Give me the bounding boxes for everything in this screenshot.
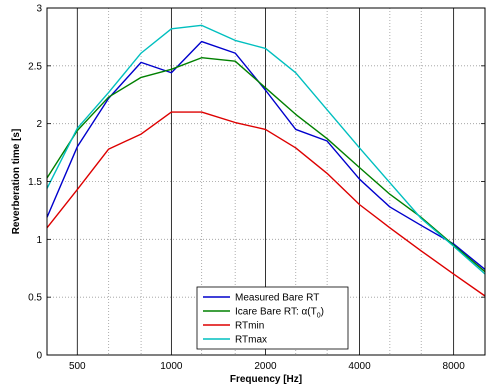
y-tick-label: 2.5 bbox=[28, 61, 42, 72]
y-tick-label: 1.5 bbox=[28, 177, 42, 188]
legend-label-3: RTmax bbox=[235, 335, 267, 346]
series-line-2 bbox=[46, 111, 486, 297]
x-tick-label: 4000 bbox=[348, 361, 371, 372]
y-tick-label: 1 bbox=[36, 235, 42, 246]
x-tick-label: 2000 bbox=[254, 361, 277, 372]
y-axis-label: Reverberation time [s] bbox=[11, 129, 22, 235]
legend-label-0: Measured Bare RT bbox=[235, 293, 319, 304]
x-tick-label: 500 bbox=[69, 361, 86, 372]
series-line-0 bbox=[46, 40, 486, 270]
legend-label-2: RTmin bbox=[235, 321, 264, 332]
series-lines bbox=[46, 24, 486, 297]
series-line-1 bbox=[46, 57, 486, 273]
x-tick-label: 8000 bbox=[443, 361, 466, 372]
x-axis-label: Frequency [Hz] bbox=[230, 374, 302, 385]
series-line-3 bbox=[46, 24, 486, 275]
y-tick-label: 2 bbox=[36, 119, 42, 130]
legend-label-1: Icare Bare RT: α(T0) bbox=[235, 307, 324, 320]
axis-ticks: 0 0.5 1 1.5 2 2.5 3 500 1000 2000 4000 8000 bbox=[28, 4, 485, 372]
x-tick-label: 1000 bbox=[160, 361, 183, 372]
y-tick-label: 0.5 bbox=[28, 293, 42, 304]
y-tick-label: 0 bbox=[36, 351, 42, 362]
legend: Measured Bare RT Icare Bare RT: α(T0)RTmi… bbox=[196, 286, 349, 350]
y-tick-label: 3 bbox=[36, 4, 42, 15]
